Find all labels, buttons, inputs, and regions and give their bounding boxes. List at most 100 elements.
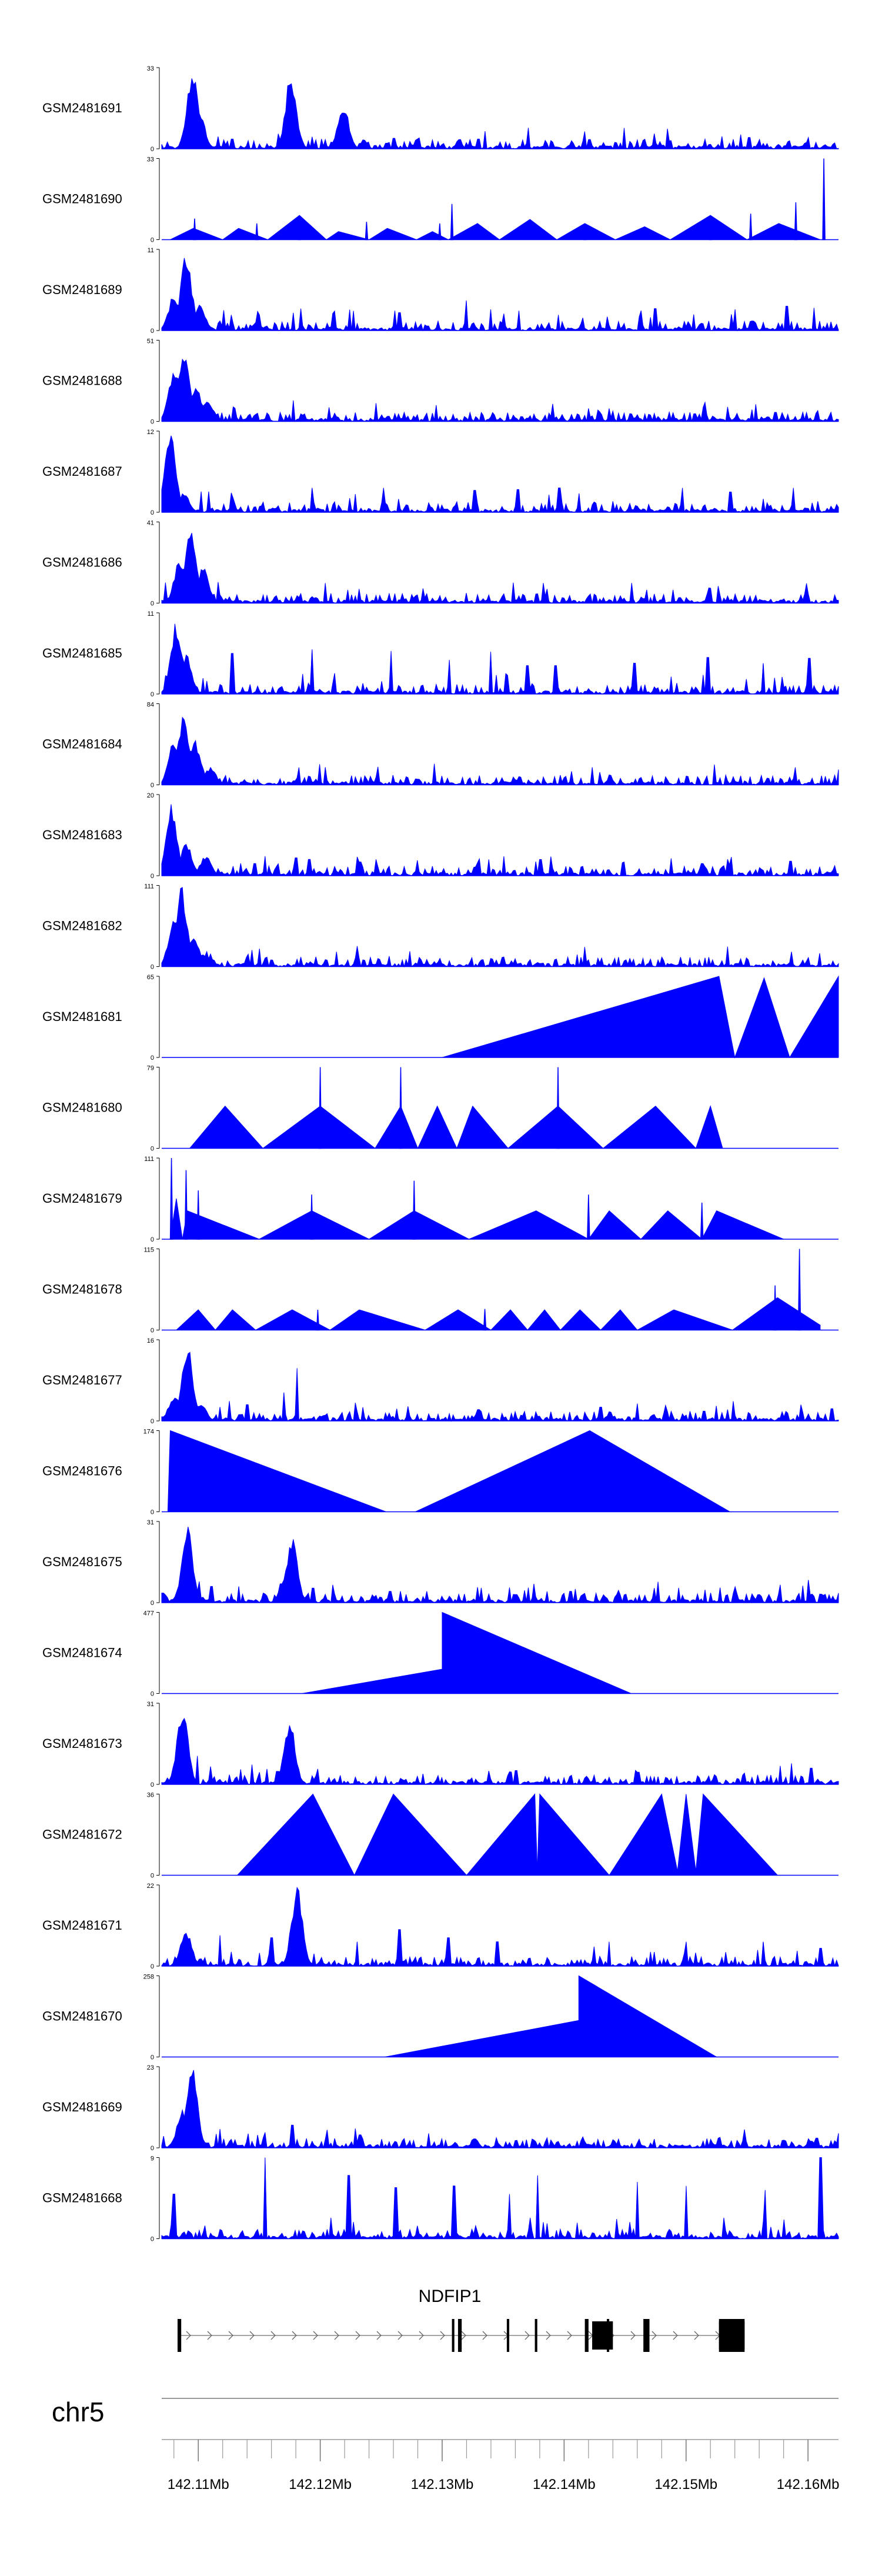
coverage-spike [785, 306, 789, 331]
coverage-spike [379, 418, 383, 422]
coverage-spike [814, 2138, 818, 2148]
y-tick-label-zero: 0 [151, 419, 154, 426]
coverage-spike [557, 488, 562, 512]
coverage-spike [282, 1392, 286, 1421]
y-tick-label-zero: 0 [151, 873, 154, 880]
coverage-spike [700, 1202, 704, 1240]
coverage-spike [514, 1770, 519, 1784]
y-tick-label-zero: 0 [151, 1418, 154, 1425]
coverage-area [161, 1526, 839, 1604]
strand-arrow [313, 2331, 318, 2340]
coverage-spike [652, 1588, 656, 1603]
y-tick-label-zero: 0 [151, 2054, 154, 2061]
y-tick-label-max: 23 [147, 2064, 154, 2071]
coverage-spike [210, 1586, 214, 1603]
track-GSM2481678: GSM2481678 115 0 [42, 1247, 838, 1334]
coverage-spike [807, 658, 811, 694]
coverage-spike [794, 202, 798, 241]
coverage-spike [822, 158, 826, 241]
coverage-spike [450, 203, 454, 241]
track-label: GSM2481685 [42, 646, 122, 660]
coverage-spike [477, 1409, 481, 1421]
coverage-area [167, 1430, 731, 1512]
coverage-spike [502, 781, 506, 785]
y-tick-label-zero: 0 [151, 509, 154, 516]
track-label: GSM2481686 [42, 555, 122, 570]
axis-tick-label: 142.15Mb [654, 2477, 717, 2492]
coverage-area [161, 358, 839, 422]
coverage-spike [169, 1157, 173, 1240]
coverage-spike [709, 1593, 713, 1603]
coverage-spike [392, 138, 396, 149]
strand-arrow [334, 2331, 339, 2340]
strand-arrow [249, 2331, 255, 2340]
coverage-spike [420, 1774, 425, 1784]
track-GSM2481679: GSM2481679 111 0 [42, 1156, 838, 1243]
coverage-spike [668, 141, 672, 149]
coverage-spike [184, 1170, 188, 1240]
coverage-spike [218, 1935, 222, 1966]
coverage-area [161, 887, 839, 968]
y-tick-label-zero: 0 [151, 1327, 154, 1334]
track-label: GSM2481668 [42, 2191, 122, 2205]
y-tick-label-zero: 0 [151, 782, 154, 789]
y-tick-label-max: 33 [147, 156, 154, 163]
coverage-spike [791, 488, 796, 512]
y-tick-label-zero: 0 [151, 1691, 154, 1698]
track-GSM2481668: GSM2481668 9 0 [42, 2155, 839, 2243]
exon-block [643, 2319, 650, 2352]
track-GSM2481680: GSM2481680 79 0 [42, 1065, 838, 1153]
strand-arrow [630, 2331, 636, 2340]
strand-arrow [673, 2331, 678, 2340]
track-label: GSM2481669 [42, 2100, 122, 2114]
coverage-spike [607, 1941, 612, 1966]
y-tick-label-zero: 0 [151, 1236, 154, 1243]
y-tick-label-max: 31 [147, 1701, 154, 1708]
coverage-spike [318, 1067, 322, 1149]
coverage-spike [556, 1067, 560, 1149]
coverage-spike [477, 139, 481, 149]
coverage-spike [830, 1409, 834, 1421]
genome-axis-track: chr5 142.11Mb 142.12Mb 142.13Mb 142.14Mb 142.… [52, 2397, 840, 2492]
track-GSM2481682: GSM2481682 111 0 [42, 883, 839, 971]
y-tick-label-max: 258 [143, 1974, 154, 1981]
coverage-area [170, 215, 821, 241]
coverage-spike [230, 653, 235, 694]
exon-block [452, 2319, 455, 2352]
coverage-spike [611, 2140, 615, 2148]
coverage-spike [653, 308, 657, 331]
track-GSM2481681: GSM2481681 65 0 [42, 974, 839, 1062]
coverage-spike [553, 665, 557, 694]
coverage-spike [290, 2125, 294, 2148]
y-tick-label-max: 20 [147, 792, 154, 799]
coverage-spike [208, 1766, 212, 1784]
y-tick-label-zero: 0 [151, 1509, 154, 1516]
strand-arrow [419, 2331, 424, 2340]
y-tick-label-max: 79 [147, 1065, 154, 1072]
coverage-spike [743, 1773, 747, 1784]
coverage-spike [666, 963, 670, 967]
track-label: GSM2481675 [42, 1554, 122, 1569]
exon-block [534, 2319, 537, 2352]
track-GSM2481685: GSM2481685 11 0 [42, 610, 839, 698]
coverage-spike [568, 1591, 572, 1603]
y-tick-label-max: 11 [148, 610, 154, 618]
coverage-spike [399, 1067, 403, 1149]
y-tick-label-zero: 0 [151, 691, 154, 698]
strand-arrow [524, 2331, 530, 2340]
coverage-spike [269, 1937, 273, 1966]
track-label: GSM2481691 [42, 101, 122, 115]
y-tick-label-max: 16 [147, 1337, 154, 1344]
y-tick-label-zero: 0 [151, 1600, 154, 1607]
coverage-area [169, 1198, 784, 1240]
track-label: GSM2481690 [42, 192, 122, 206]
track-label: GSM2481683 [42, 827, 122, 842]
coverage-spike [365, 222, 369, 241]
coverage-area [175, 1297, 821, 1331]
coverage-area [189, 1105, 723, 1149]
coverage-spike [516, 489, 520, 512]
track-label: GSM2481677 [42, 1373, 122, 1387]
y-tick-label-max: 11 [148, 247, 154, 254]
coverage-spike [452, 2185, 456, 2239]
